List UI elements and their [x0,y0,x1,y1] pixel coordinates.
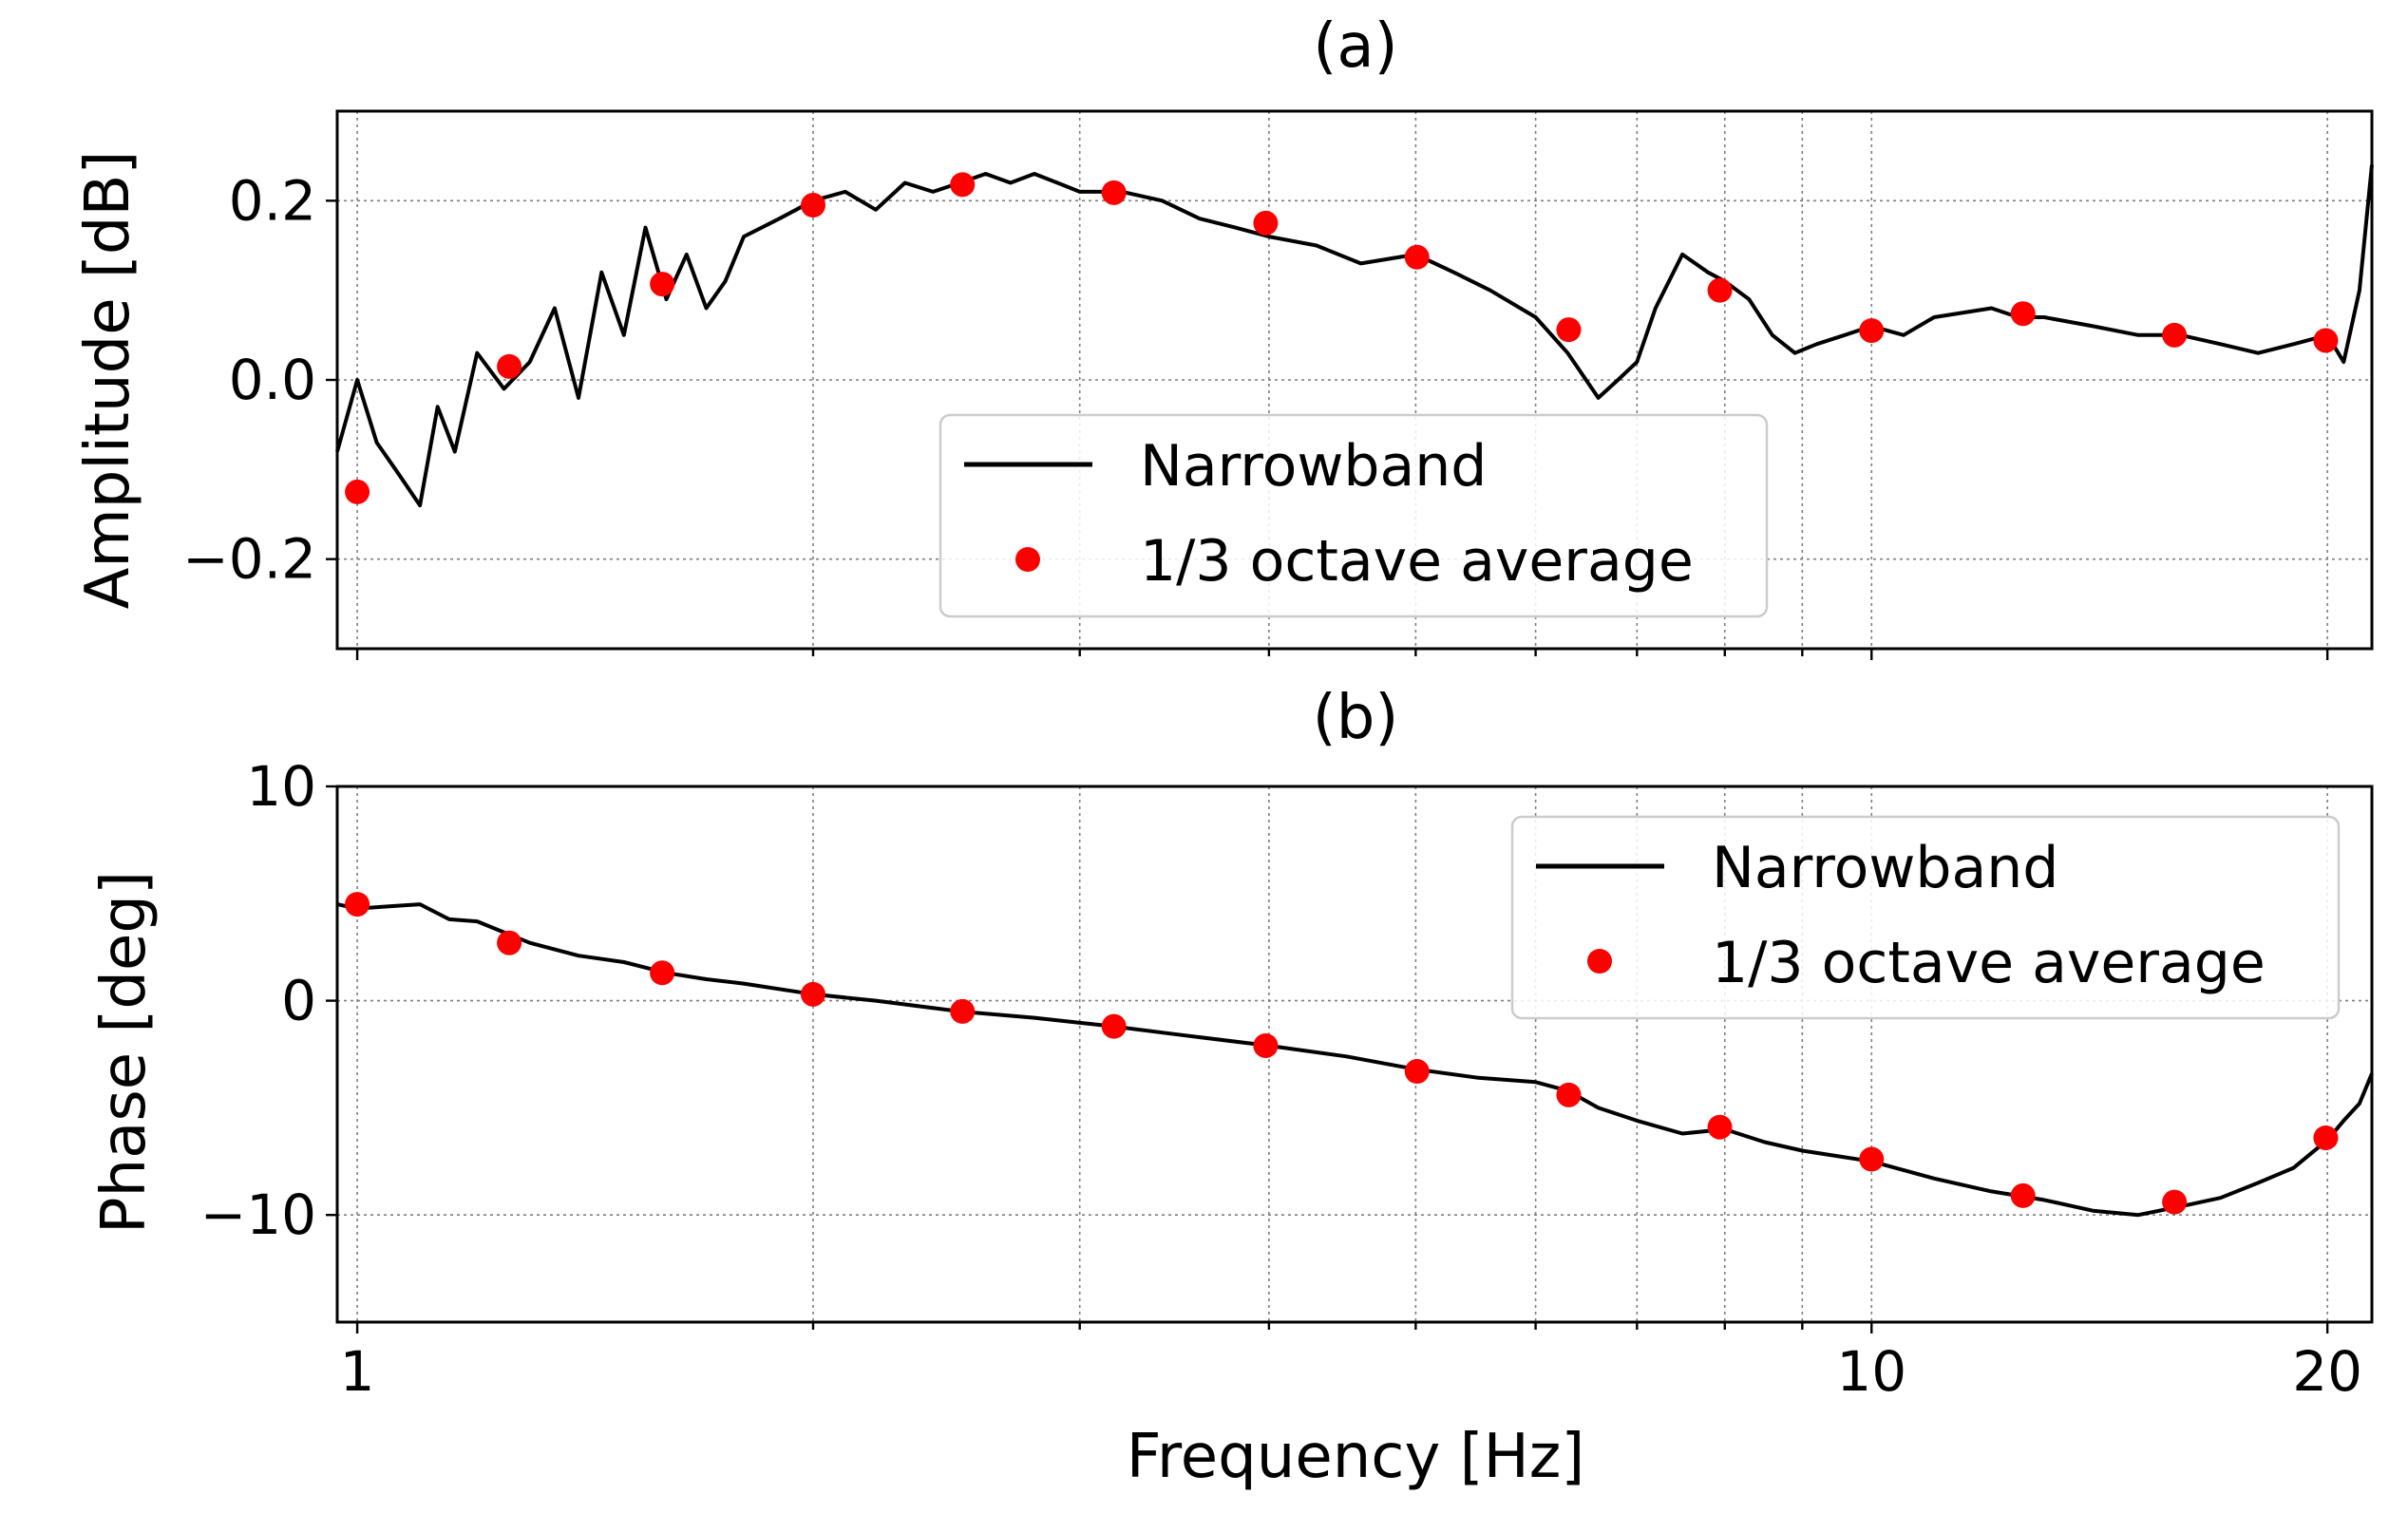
octave-average-point [950,998,976,1024]
octave-average-point [1253,210,1279,236]
panel-a-title: (a) [1313,11,1397,82]
octave-average-point [2162,1189,2188,1215]
octave-average-point [650,960,675,986]
panel-a-amplitude: (a) Amplitude [dB] −0.2 0.0 0.2 Narrowband 1… [73,11,2374,660]
panel-b-xlabel: Frequency [Hz] [1127,1422,1585,1492]
panel-a-ylabel: Amplitude [dB] [73,151,143,610]
series-narrowband-line [335,164,2374,508]
panel-b-ylabel: Phase [deg] [89,871,160,1234]
panel-b-title: (b) [1313,683,1399,753]
plot-frame-b [335,785,2374,1324]
octave-average-point [1101,1013,1127,1039]
octave-average-point [950,172,976,198]
octave-average-point [497,930,522,955]
octave-average-point [1707,1114,1733,1140]
y-tick-label: −0.2 [182,527,316,592]
octave-average-point [2313,1125,2339,1150]
y-tick-label: 0.0 [229,348,316,412]
octave-average-point [800,981,825,1007]
panel-b-phase: (b) Phase [deg] Frequency [Hz] −10 0 10 1 10… [89,683,2374,1492]
legend-label-narrowband: Narrowband [1712,835,2058,901]
x-tick-label: 1 [340,1339,375,1404]
x-tick-label: 20 [2292,1339,2362,1404]
octave-average-point [650,272,675,297]
octave-average-point [1253,1032,1279,1058]
octave-average-point [1859,1146,1885,1172]
octave-average-point [1556,1082,1582,1107]
octave-average-point [1859,318,1885,344]
y-tick-label: 0.2 [229,168,316,233]
legend-dot-swatch [1587,949,1612,974]
octave-average-point [1101,180,1127,205]
legend-box [939,413,1769,618]
legend-label-octave-average: 1/3 octave average [1140,528,1694,595]
octave-average-point [497,353,522,379]
octave-average-point [345,892,370,917]
octave-average-point [2162,322,2188,348]
legend-label-narrowband: Narrowband [1140,433,1487,500]
octave-average-point [2313,328,2339,353]
legend-box [1510,815,2341,1020]
octave-average-point [800,193,825,218]
legend-dot-swatch [1015,547,1040,572]
octave-average-point [345,479,370,504]
x-tick-label: 10 [1836,1339,1906,1404]
y-tick-label: 10 [246,754,316,819]
octave-average-point [1404,244,1430,270]
y-tick-label: −10 [200,1182,316,1247]
octave-average-point [1556,317,1582,343]
legend-a: Narrowband 1/3 octave average [939,413,1769,618]
y-tick-label: 0 [281,969,316,1033]
octave-average-point [2010,1182,2036,1208]
octave-average-point [2010,301,2036,327]
legend-label-octave-average: 1/3 octave average [1712,930,2266,996]
octave-average-point [1404,1059,1430,1085]
legend-b: Narrowband 1/3 octave average [1510,815,2341,1020]
octave-average-point [1707,277,1733,303]
